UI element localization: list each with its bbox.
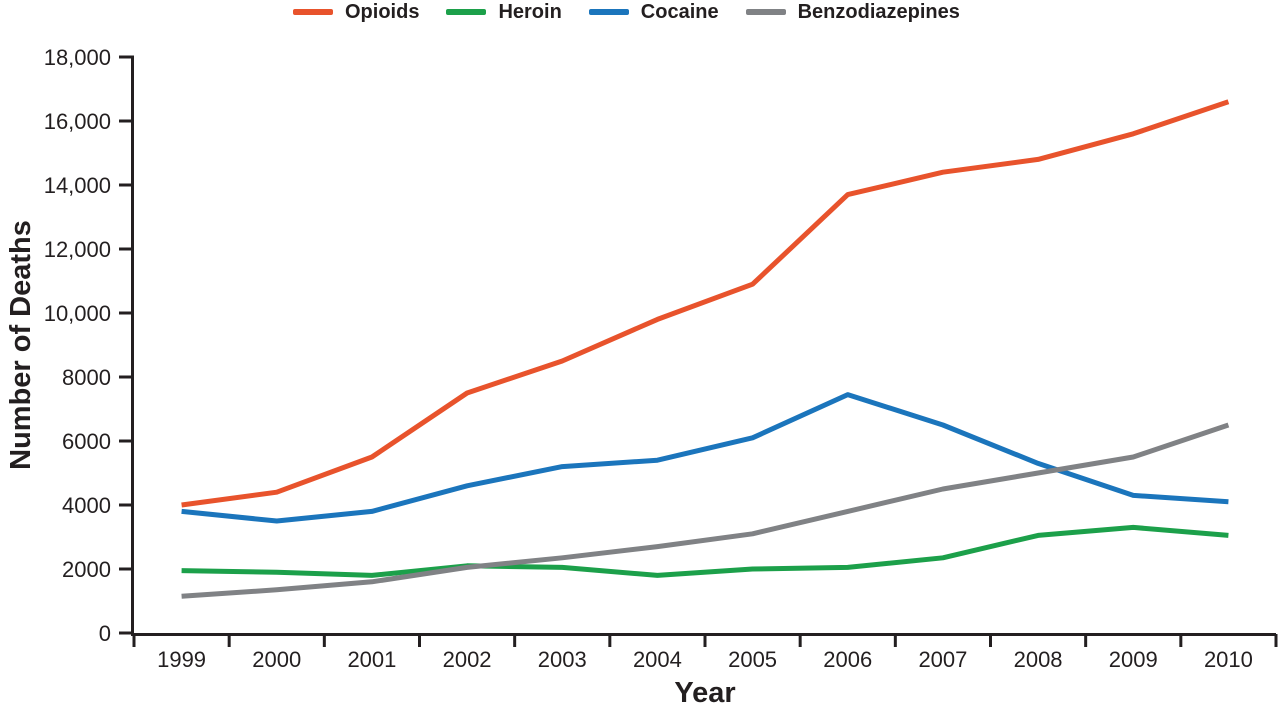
legend-item-cocaine: Cocaine xyxy=(588,0,719,24)
x-tick-label: 2005 xyxy=(728,647,777,672)
series-line-benzodiazepines xyxy=(181,422,1230,599)
legend-label: Benzodiazepines xyxy=(797,1,960,23)
y-tick-label: 6000 xyxy=(62,429,111,454)
series-line-cocaine xyxy=(181,392,1229,524)
y-tick-label: 4000 xyxy=(62,493,111,518)
x-tick-label: 2006 xyxy=(823,647,872,672)
legend-item-benzodiazepines: Benzodiazepines xyxy=(745,0,960,24)
legend-swatch-cocaine xyxy=(588,9,629,15)
x-tick-label: 2007 xyxy=(918,647,967,672)
y-tick-label: 10,000 xyxy=(44,301,111,326)
x-tick-label: 1999 xyxy=(157,647,206,672)
y-tick-label: 12,000 xyxy=(44,237,111,262)
y-tick-label: 0 xyxy=(99,621,111,646)
x-tick-label: 2002 xyxy=(443,647,492,672)
legend-item-heroin: Heroin xyxy=(446,0,562,24)
x-axis-ticks: 1999 2000 2001 2002 2003 2004 2005 2006 2007 2008… xyxy=(132,634,1278,672)
y-tick-label: 14,000 xyxy=(44,173,111,198)
y-tick-label: 2000 xyxy=(62,557,111,582)
x-axis-title: Year xyxy=(674,677,735,709)
series-lines xyxy=(181,99,1230,599)
y-tick-label: 16,000 xyxy=(44,109,111,134)
legend-item-opioids: Opioids xyxy=(293,0,419,24)
legend-swatch-opioids xyxy=(293,9,333,15)
legend-swatch-benzodiazepines xyxy=(745,9,786,15)
y-tick-label: 8000 xyxy=(62,365,111,390)
x-tick-label: 2004 xyxy=(633,647,682,672)
x-tick-label: 2003 xyxy=(538,647,587,672)
legend-label: Opioids xyxy=(345,1,420,23)
y-axis-ticks: 0 2000 4000 6000 8000 10,000 12,000 14,000 16,00… xyxy=(44,45,133,646)
chart-legend: Opioids Heroin Cocaine Benzodiazepines xyxy=(293,0,960,24)
y-tick-label: 18,000 xyxy=(44,45,111,70)
legend-label: Cocaine xyxy=(640,1,719,23)
series-line-heroin xyxy=(181,524,1229,578)
x-tick-label: 2000 xyxy=(252,647,301,672)
x-tick-label: 2001 xyxy=(347,647,396,672)
series-line-opioids xyxy=(181,99,1230,508)
legend-swatch-heroin xyxy=(446,9,487,15)
x-tick-label: 2009 xyxy=(1109,647,1158,672)
legend-label: Heroin xyxy=(498,1,562,23)
y-axis-title: Number of Deaths xyxy=(5,220,37,470)
x-tick-label: 2008 xyxy=(1014,647,1063,672)
x-tick-label: 2010 xyxy=(1204,647,1253,672)
